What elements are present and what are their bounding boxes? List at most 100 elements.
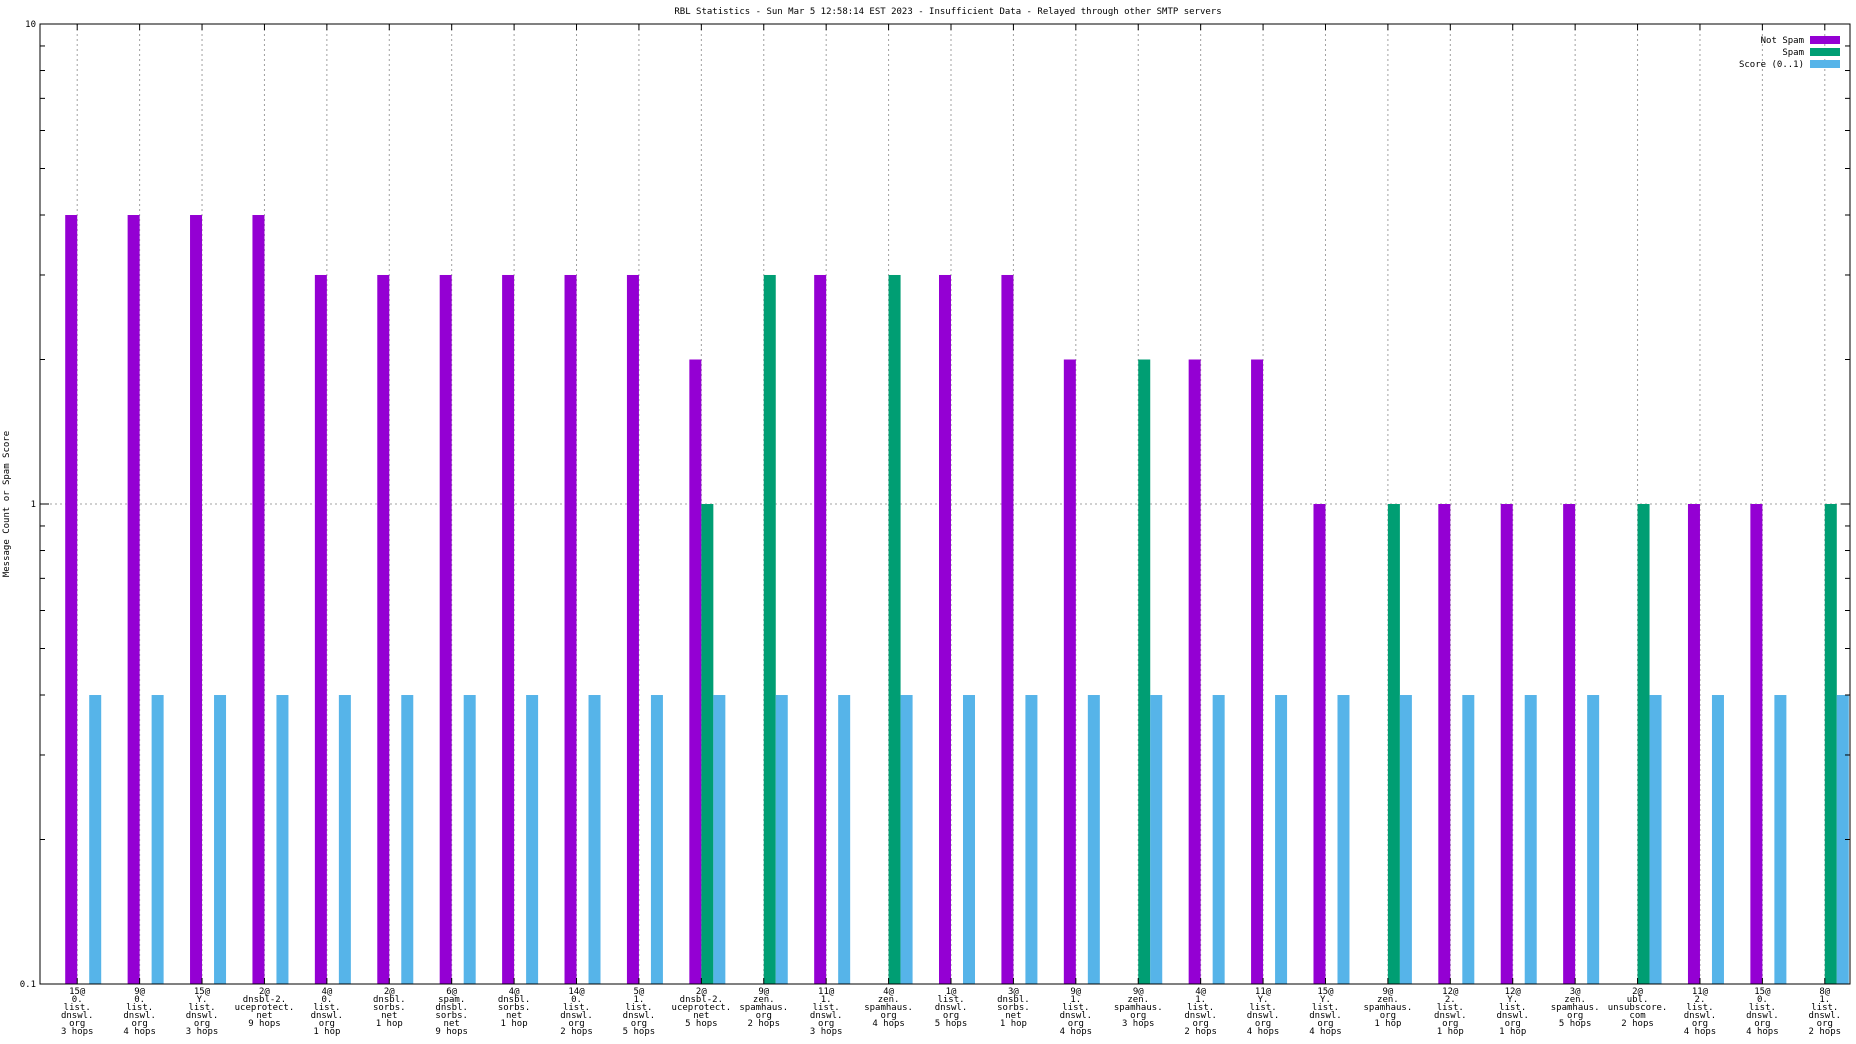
x-category-label-line: 2 hops <box>560 1027 593 1037</box>
x-category-label-line: com <box>1629 1011 1645 1021</box>
x-category-label-line: 1 hop <box>1000 1019 1027 1029</box>
y-axis-label: Message Count or Spam Score <box>2 431 12 577</box>
x-category-label-line: dnswl. <box>311 1011 344 1021</box>
x-category-label-line: 5@ <box>634 987 645 997</box>
bar-score-0-1 <box>401 695 414 984</box>
x-category-label-line: list. <box>64 1003 91 1013</box>
bar-score-0-1 <box>838 695 851 984</box>
x-category-label-line: net <box>506 1011 522 1021</box>
bar-not-spam <box>626 274 639 984</box>
x-category-label-line: org <box>818 1019 834 1029</box>
x-category-label-line: 4 hops <box>1746 1027 1779 1037</box>
x-category-label-line: list. <box>1437 1003 1464 1013</box>
x-category-label-line: 12@ <box>1505 987 1522 997</box>
x-category-label-line: unsubscore. <box>1608 1003 1668 1013</box>
x-category-label-line: 9@ <box>758 987 769 997</box>
bar-score-0-1 <box>526 695 539 984</box>
bar-score-0-1 <box>1649 695 1662 984</box>
x-category-label-line: dnswl. <box>186 1011 219 1021</box>
x-category-label-line: dnswl. <box>61 1011 94 1021</box>
x-category-label-line: 4 hops <box>1247 1027 1280 1037</box>
x-category-label-line: 0. <box>571 995 582 1005</box>
x-category-label-line: 5 hops <box>935 1019 968 1029</box>
x-category-label-line: zen. <box>753 995 775 1005</box>
x-category-label-line: org <box>1567 1011 1583 1021</box>
x-category-label-line: list. <box>813 1003 840 1013</box>
bar-score-0-1 <box>900 695 913 984</box>
x-category-label-line: spamhaus. <box>739 1003 788 1013</box>
bar-score-0-1 <box>1836 695 1849 984</box>
x-category-label-line: dnswl. <box>1060 1011 1093 1021</box>
legend-swatch <box>1810 48 1840 56</box>
x-category-label-line: dnswl. <box>123 1011 156 1021</box>
x-category-label-line: zen. <box>878 995 900 1005</box>
x-category-label-line: dnsbl. <box>373 995 406 1005</box>
x-category-label-line: sorbs. <box>435 1011 468 1021</box>
x-category-label-line: Y. <box>197 995 208 1005</box>
x-category-label-line: 4@ <box>321 987 332 997</box>
x-category-label-line: 1 hop <box>1499 1027 1526 1037</box>
bar-not-spam <box>1063 359 1076 984</box>
x-category-label-line: org <box>943 1011 959 1021</box>
bar-score-0-1 <box>1337 695 1350 984</box>
x-category-label-line: org <box>1817 1019 1833 1029</box>
x-category-label-line: 2 hops <box>748 1019 781 1029</box>
x-category-label-line: 3@ <box>1008 987 1019 997</box>
x-category-label-line: list. <box>188 1003 215 1013</box>
x-category-label-line: 5 hops <box>1559 1019 1592 1029</box>
x-category-label-line: 1@ <box>946 987 957 997</box>
bar-score-0-1 <box>775 695 788 984</box>
y-axis-ticks: 0.1 1 10 <box>20 20 1850 990</box>
x-category-label-line: 15@ <box>69 987 86 997</box>
bar-score-0-1 <box>1087 695 1100 984</box>
y-tick-label: 0.1 <box>20 980 36 990</box>
x-category-label-line: dnswl. <box>1309 1011 1342 1021</box>
bar-score-0-1 <box>1399 695 1412 984</box>
bar-not-spam <box>1500 504 1513 984</box>
bar-not-spam <box>814 274 827 984</box>
x-category-label-line: list. <box>126 1003 153 1013</box>
bar-not-spam <box>127 215 140 984</box>
x-category-label-line: spamhaus. <box>1364 1003 1413 1013</box>
bar-score-0-1 <box>1774 695 1787 984</box>
bar-score-0-1 <box>1025 695 1038 984</box>
bar-not-spam <box>439 274 452 984</box>
x-category-label-line: 2@ <box>384 987 395 997</box>
x-category-label-line: sorbs. <box>997 1003 1030 1013</box>
x-category-label-line: 12@ <box>1442 987 1459 997</box>
x-category-label-line: dnswl. <box>1746 1011 1779 1021</box>
bar-score-0-1 <box>650 695 663 984</box>
x-category-label-line: spamhaus. <box>1551 1003 1600 1013</box>
bar-not-spam <box>564 274 577 984</box>
x-category-label-line: list. <box>1250 1003 1277 1013</box>
x-category-label-line: 5 hops <box>685 1019 718 1029</box>
x-category-label-line: dnswl. <box>935 1003 968 1013</box>
x-category-label-line: net <box>1005 1011 1021 1021</box>
x-category-label-line: dnsbl. <box>435 1003 468 1013</box>
x-category-label-line: list. <box>313 1003 340 1013</box>
x-category-label-line: ubl. <box>1627 995 1649 1005</box>
x-category-label-line: list. <box>1811 1003 1838 1013</box>
x-category-label-line: 8@ <box>1819 987 1830 997</box>
bars <box>65 215 1849 984</box>
bar-spam <box>1387 504 1400 984</box>
bar-not-spam <box>939 274 951 984</box>
x-category-label-line: org <box>631 1019 647 1029</box>
x-category-label-line: dnsbl-2. <box>243 995 286 1005</box>
x-category-label-line: org <box>568 1019 584 1029</box>
x-category-label-line: 1. <box>1819 995 1830 1005</box>
bar-score-0-1 <box>1711 695 1724 984</box>
legend-swatch <box>1810 60 1840 68</box>
x-category-label-line: 2 hops <box>1809 1027 1842 1037</box>
bar-not-spam <box>1251 359 1264 984</box>
x-category-label-line: org <box>880 1011 896 1021</box>
x-category-label-line: org <box>1130 1011 1146 1021</box>
x-category-label-line: list. <box>937 995 964 1005</box>
x-category-label-line: list. <box>1499 1003 1526 1013</box>
x-category-label-line: 1 hop <box>1374 1019 1401 1029</box>
x-category-label-line: spamhaus. <box>864 1003 913 1013</box>
x-category-label-line: net <box>444 1019 460 1029</box>
bar-not-spam <box>1188 359 1201 984</box>
legend: Not Spam Spam Score (0..1) <box>1739 36 1840 70</box>
x-category-label-line: 2@ <box>259 987 270 997</box>
